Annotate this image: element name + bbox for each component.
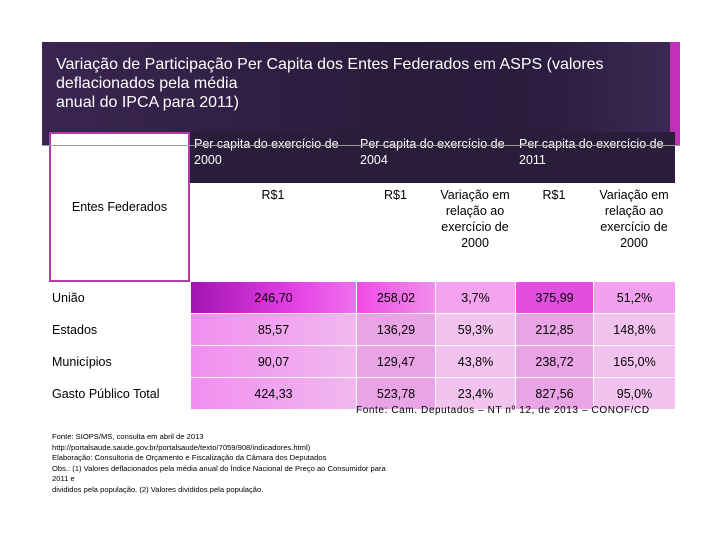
cell-value-2004: 129,47 — [356, 346, 435, 378]
title-line-1: Variação de Participação Per Capita dos … — [56, 56, 604, 73]
subheader-variation-2011: Variação em relação ao exercício de 2000 — [593, 183, 675, 282]
header-group-2004: Per capita do exercício de 2004 — [356, 132, 515, 183]
subheader-variation-2004: Variação em relação ao exercício de 2000 — [435, 183, 515, 282]
footnote-line: http://portalsaude.saude.gov.br/portalsa… — [52, 442, 311, 452]
cell-variation-2011: 95,0% — [593, 378, 675, 410]
cell-value-2011: 212,85 — [515, 314, 593, 346]
footnote-line: 2011 e — [52, 474, 75, 483]
table-row: Municípios 90,07 129,47 43,8% 238,72 165… — [49, 346, 675, 378]
footnote-line: Elaboração: Consultoria de Orçamento e F… — [52, 453, 327, 462]
header-group-2000: Per capita do exercício de 2000 — [190, 132, 356, 183]
cell-value-2000: 90,07 — [190, 346, 356, 378]
cell-variation-2011: 165,0% — [593, 346, 675, 378]
footnote-line: divididos pela população. (2) Valores di… — [52, 484, 264, 494]
cell-variation-2011: 51,2% — [593, 282, 675, 314]
cell-variation-2004: 43,8% — [435, 346, 515, 378]
table-source-citation: Fonte: Cam. Deputados – NT nº 12, de 201… — [356, 405, 650, 416]
cell-value-2011: 238,72 — [515, 346, 593, 378]
subheader-currency-2004: R$1 — [356, 183, 435, 282]
table-row: Estados 85,57 136,29 59,3% 212,85 148,8% — [49, 314, 675, 346]
cell-value-2004: 258,02 — [356, 282, 435, 314]
cell-value-2011: 827,56 — [515, 378, 593, 410]
table-row: Gasto Público Total 424,33 523,78 23,4% … — [49, 378, 675, 410]
cell-value-2000: 424,33 — [190, 378, 356, 410]
subheader-currency-2000: R$1 — [190, 183, 356, 282]
cell-value-2000: 246,70 — [190, 282, 356, 314]
cell-value-2004: 136,29 — [356, 314, 435, 346]
cell-value-2011: 375,99 — [515, 282, 593, 314]
banner-accent-bar — [670, 42, 680, 145]
cell-variation-2004: 3,7% — [435, 282, 515, 314]
row-entity: Gasto Público Total — [49, 378, 190, 410]
cell-value-2000: 85,57 — [190, 314, 356, 346]
cell-variation-2011: 148,8% — [593, 314, 675, 346]
footnote-line: Fonte: SIOPS/MS, consulta em abril de 20… — [52, 432, 204, 441]
subheader-currency-2011: R$1 — [515, 183, 593, 282]
cell-variation-2004: 59,3% — [435, 314, 515, 346]
per-capita-table: Entes Federados Per capita do exercício … — [49, 132, 675, 410]
footnote-line: Obs.: (1) Valores deflacionados pela méd… — [52, 463, 386, 473]
header-divider — [42, 145, 680, 146]
table-row: União 246,70 258,02 3,7% 375,99 51,2% — [49, 282, 675, 314]
header-group-2011: Per capita do exercício de 2011 — [515, 132, 675, 183]
row-entity: União — [49, 282, 190, 314]
row-entity: Estados — [49, 314, 190, 346]
title-banner: Variação de Participação Per Capita dos … — [42, 42, 680, 145]
row-entity: Municípios — [49, 346, 190, 378]
title-line-2: deflacionados pela média — [56, 75, 238, 92]
title-line-3: anual do IPCA para 2011) — [56, 94, 239, 111]
cell-value-2004: 523,78 — [356, 378, 435, 410]
footnotes: Fonte: SIOPS/MS, consulta em abril de 20… — [52, 432, 472, 495]
entity-column-header: Entes Federados — [49, 132, 190, 282]
cell-variation-2004: 23,4% — [435, 378, 515, 410]
slide-title: Variação de Participação Per Capita dos … — [56, 55, 666, 112]
